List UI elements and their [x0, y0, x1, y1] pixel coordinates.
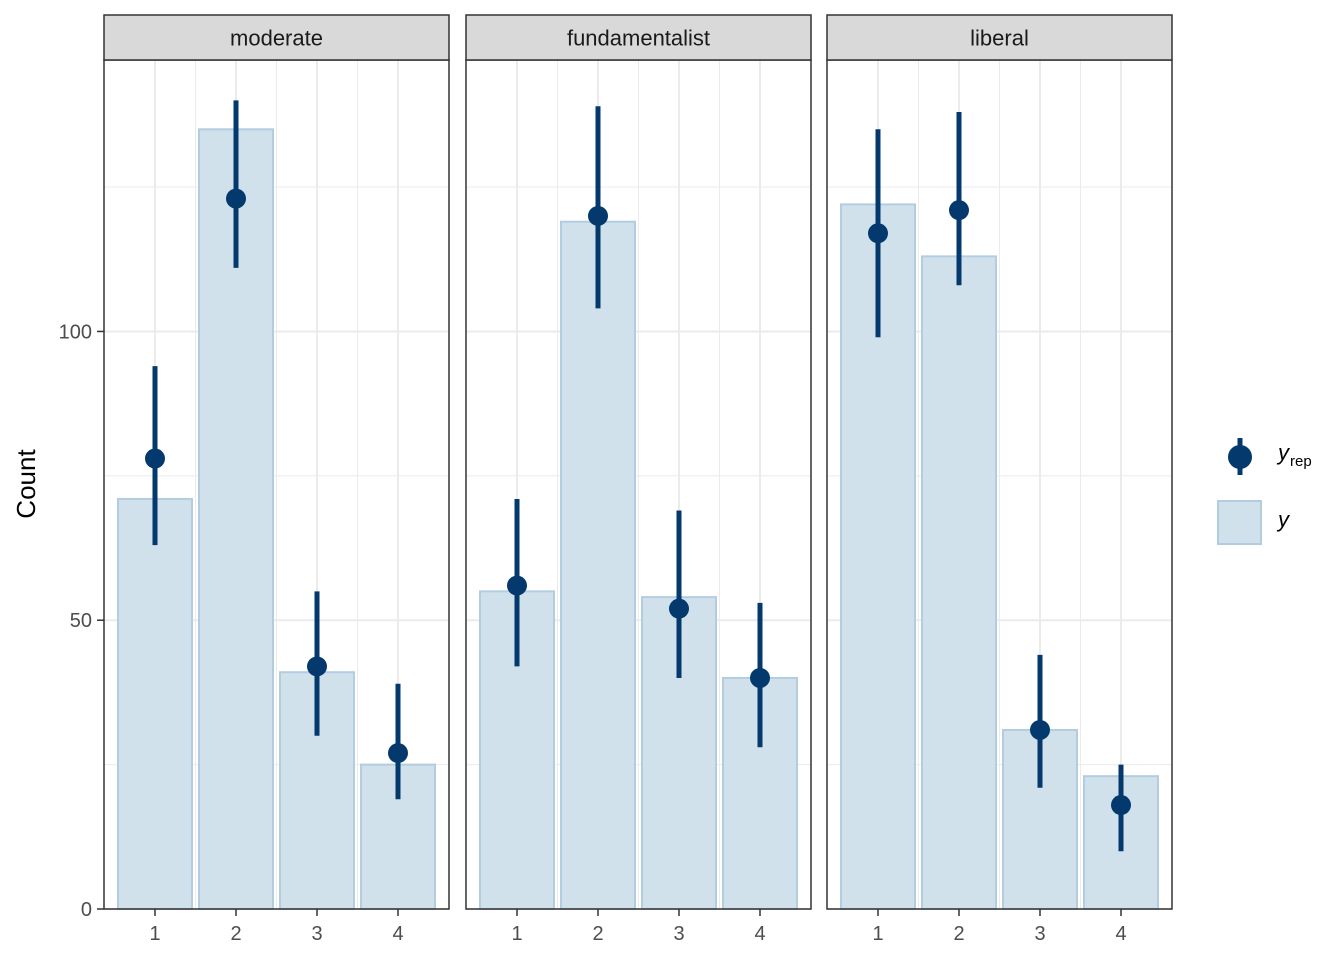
legend-y-swatch [1217, 500, 1262, 545]
yrep-point-fundamentalist-2 [588, 205, 608, 226]
x-tick-label: 4 [754, 923, 765, 945]
yrep-point-liberal-2 [949, 200, 969, 221]
x-tick-label: 1 [149, 923, 160, 945]
x-tick-label: 2 [230, 923, 241, 945]
bar-y-moderate-1 [117, 497, 193, 910]
bar-y-liberal-2 [921, 255, 997, 910]
panel-liberal: liberal 1 2 3 4 [826, 14, 1173, 945]
yrep-point-moderate-2 [226, 188, 246, 209]
panel-fundamentalist: fundamentalist 1 2 3 4 [465, 14, 812, 945]
y-axis: 0 50 100 [59, 321, 104, 921]
legend-item-y: y [1217, 500, 1291, 545]
x-tick-label: 2 [953, 923, 964, 945]
yrep-point-moderate-3 [307, 656, 327, 677]
x-tick-label: 4 [392, 923, 403, 945]
y-tick-label: 100 [59, 321, 92, 343]
legend-label-yrep-subscript: rep [1290, 453, 1312, 470]
x-tick-label: 2 [592, 923, 603, 945]
x-tick-label: 3 [673, 923, 684, 945]
facet-panels: moderate 1 2 3 4 fundamentalist 1 2 3 4 liberal 1 2 3… [103, 14, 1173, 945]
x-tick-label: 1 [511, 923, 522, 945]
facet-strip [826, 14, 1173, 61]
x-tick-label: 3 [311, 923, 322, 945]
facet-strip [103, 14, 450, 61]
y-tick-label: 50 [70, 610, 92, 632]
facet-strip [465, 14, 812, 61]
yrep-point-liberal-4 [1111, 795, 1131, 816]
legend-label-y: y [1276, 507, 1291, 532]
x-tick-label: 3 [1034, 923, 1045, 945]
yrep-point-moderate-4 [388, 743, 408, 764]
yrep-point-liberal-3 [1030, 719, 1050, 740]
legend-item-yrep: yrep [1228, 438, 1312, 475]
yrep-point-fundamentalist-4 [750, 667, 770, 688]
bar-y-fundamentalist-2 [560, 220, 636, 910]
yrep-point-fundamentalist-1 [507, 575, 527, 596]
legend-yrep-point [1228, 445, 1252, 469]
x-tick-label: 1 [872, 923, 883, 945]
y-tick-label: 0 [81, 899, 92, 921]
y-axis-title: Count [11, 449, 41, 519]
legend-label-yrep: yrep [1276, 440, 1312, 470]
yrep-point-liberal-1 [868, 223, 888, 244]
facet-strip-label: moderate [230, 26, 323, 51]
yrep-point-moderate-1 [145, 448, 165, 469]
panel-moderate: moderate 1 2 3 4 [103, 14, 450, 945]
facet-strip-label: liberal [970, 26, 1029, 51]
x-tick-label: 4 [1115, 923, 1126, 945]
yrep-point-fundamentalist-3 [669, 598, 689, 619]
legend: yrep y [1217, 438, 1312, 545]
facet-strip-label: fundamentalist [567, 26, 710, 51]
